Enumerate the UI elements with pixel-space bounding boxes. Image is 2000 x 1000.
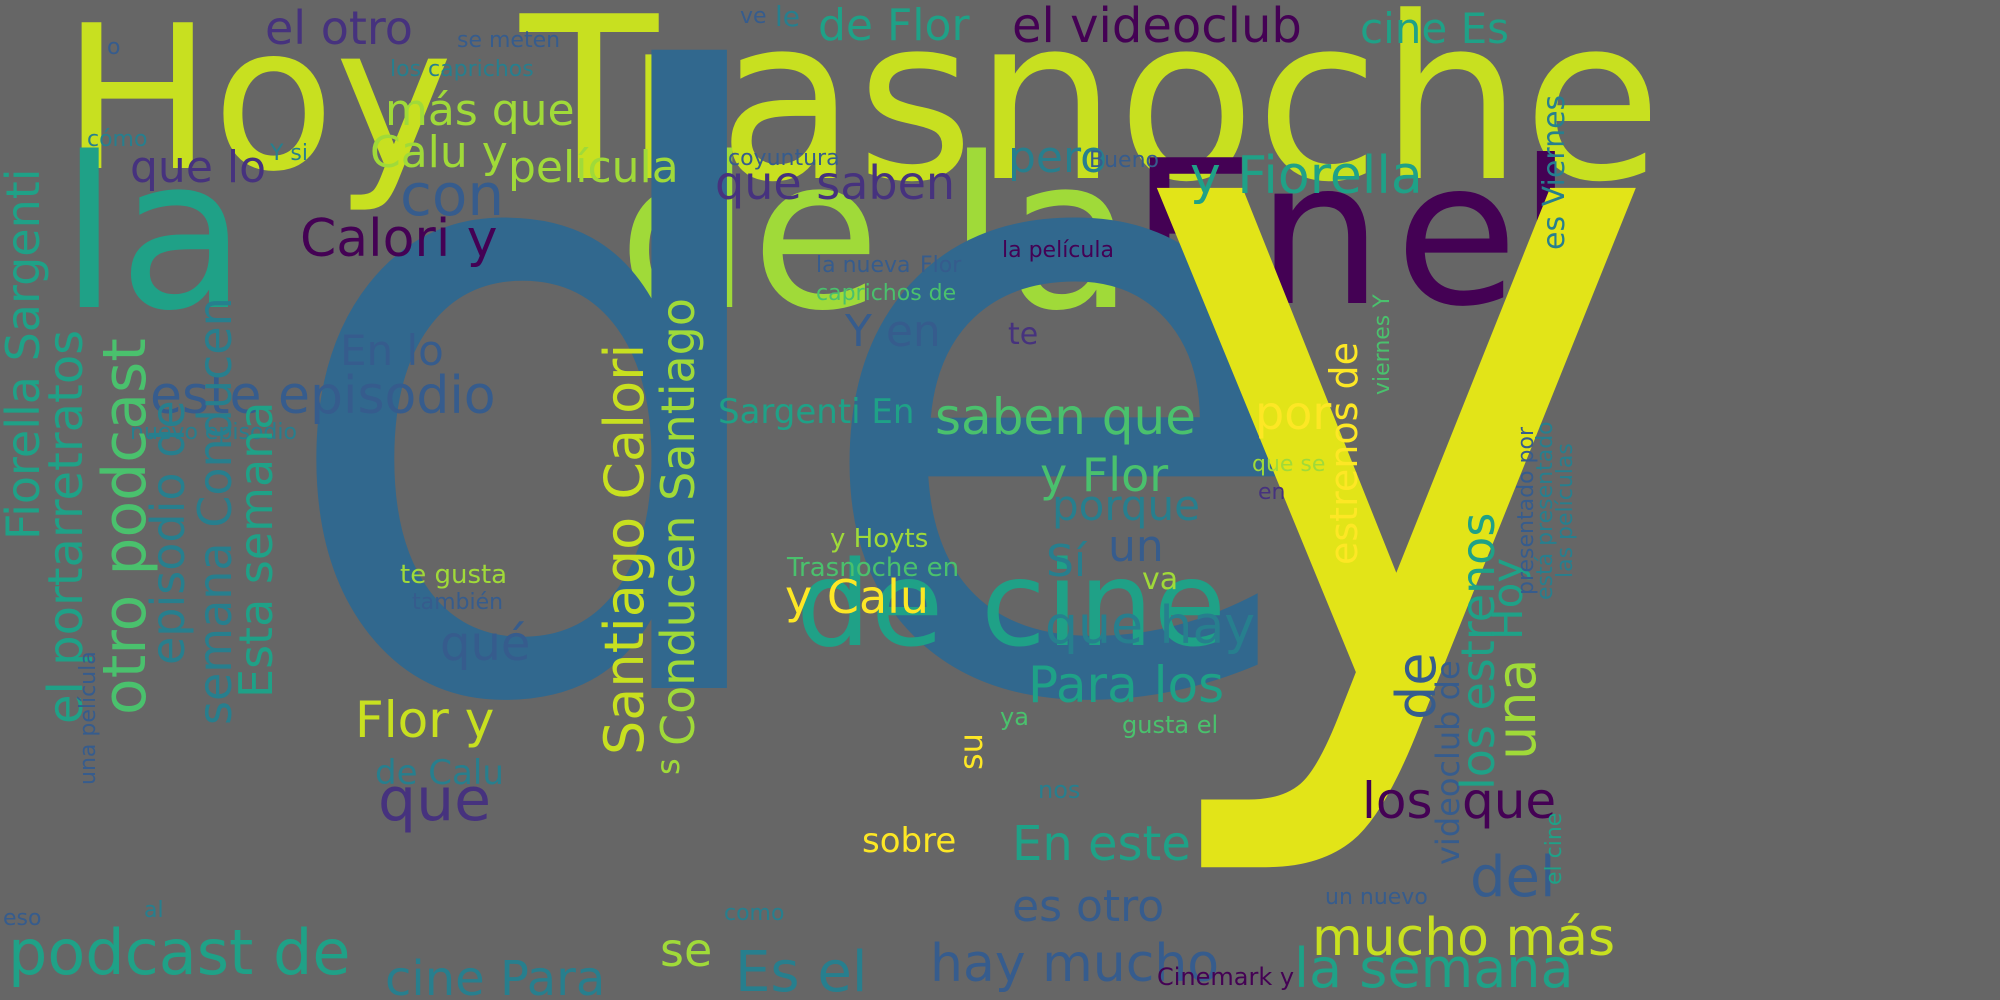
- word: un nuevo: [1325, 885, 1428, 910]
- word: saben que: [935, 388, 1196, 446]
- word: el videoclub: [1012, 0, 1302, 54]
- word-vertical: el cine: [1542, 812, 1567, 885]
- word-vertical: una: [1485, 658, 1548, 760]
- word: que saben: [715, 156, 956, 210]
- word: Sí: [1046, 536, 1087, 587]
- word: y Fiorella: [1190, 146, 1423, 206]
- word: eso: [3, 906, 42, 931]
- word: la semana: [1294, 937, 1574, 1000]
- word-de-la: de la: [618, 112, 1135, 357]
- word: del: [1470, 845, 1556, 910]
- word: cómo: [87, 127, 148, 152]
- word-la: la: [60, 112, 248, 357]
- word-vertical: episodio de: [141, 400, 195, 665]
- word: los: [1362, 772, 1433, 830]
- word: al: [144, 898, 164, 923]
- word: película: [508, 142, 679, 193]
- word: hay mucho: [930, 934, 1220, 994]
- word: también: [412, 590, 504, 615]
- word: te: [1008, 317, 1039, 352]
- word: cine Para: [385, 951, 606, 1000]
- word: por: [1255, 386, 1332, 440]
- word: se meten: [457, 28, 561, 53]
- word-el: el: [1395, 118, 1574, 351]
- word: te gusta: [400, 560, 508, 590]
- word: como: [724, 901, 785, 926]
- word: Para los: [1028, 656, 1225, 714]
- word: con: [400, 161, 505, 229]
- word: que lo: [130, 142, 267, 193]
- word: podcast de: [8, 916, 351, 989]
- word: Sargenti En: [718, 392, 915, 432]
- word: Flor: [920, 253, 962, 278]
- word: en: [1258, 480, 1286, 505]
- word: más que: [385, 85, 575, 136]
- word: y Calu: [785, 570, 930, 624]
- word: porque: [1052, 481, 1201, 530]
- word: En este: [1012, 816, 1191, 872]
- word-vertical: es Viernes: [1537, 94, 1572, 250]
- word: los caprichos: [390, 57, 534, 82]
- word: se: [660, 923, 713, 977]
- word-vertical: su: [952, 733, 990, 770]
- word: nos: [1038, 776, 1081, 804]
- word: caprichos de: [816, 281, 957, 306]
- word-vertical: Santiago Calori: [593, 343, 656, 755]
- word-vertical: viernes Y: [1370, 294, 1395, 395]
- word-vertical: estrenos de: [1322, 342, 1366, 565]
- word: que hay: [1045, 596, 1256, 656]
- word: el otro: [265, 1, 413, 55]
- word: le: [775, 0, 801, 33]
- word: de Calu: [375, 753, 504, 793]
- word: Es el: [735, 940, 868, 1000]
- word: Flor y: [355, 691, 495, 749]
- word: gusta el: [1122, 711, 1219, 739]
- word: va: [1142, 562, 1179, 597]
- word-vertical: una película: [76, 651, 101, 785]
- word: ya: [1000, 703, 1029, 731]
- word: Y si: [270, 141, 309, 166]
- word-hoy: Hoy: [62, 0, 454, 216]
- word-vertical: Esta semana: [229, 401, 283, 698]
- word-de-large: de: [270, 0, 1320, 887]
- word: qué: [440, 616, 531, 672]
- word: de Flor: [818, 0, 970, 51]
- word: sobre: [862, 821, 957, 861]
- word: la nueva: [816, 253, 911, 278]
- word-trasnoche: Trasnoche: [520, 0, 1663, 232]
- word-de-cine: de cine: [796, 535, 1227, 673]
- word: y Flor: [1040, 448, 1169, 502]
- word: Calu y: [370, 127, 508, 178]
- word: nuevo episodio: [130, 420, 297, 445]
- word: este episodio: [150, 366, 496, 426]
- word: Cinemark y: [1157, 963, 1295, 991]
- word: la película: [1002, 238, 1114, 263]
- word: pero: [1008, 132, 1108, 183]
- word: En lo: [340, 326, 444, 375]
- word: ve: [740, 4, 767, 29]
- word: Bueno: [1089, 148, 1159, 173]
- word: que se: [1252, 452, 1326, 477]
- word-y-large: y: [1130, 0, 1663, 893]
- word: coyuntura: [728, 146, 840, 171]
- word-vertical: Conducen Santiago: [651, 297, 705, 746]
- word: un: [1108, 521, 1164, 572]
- word-vertical: s: [649, 758, 687, 775]
- word: Y en: [845, 306, 941, 357]
- word: es otro: [1012, 881, 1165, 932]
- word: o: [107, 35, 121, 60]
- word: Trasnoche en: [787, 553, 960, 583]
- word-en: En: [1130, 118, 1384, 351]
- word: y Hoyts: [830, 524, 929, 554]
- word: Calori y: [300, 209, 498, 269]
- word: que: [378, 765, 492, 835]
- word-vertical: las películas: [1553, 443, 1578, 578]
- word: cine Es: [1360, 4, 1509, 53]
- word: que: [1462, 772, 1557, 830]
- word: mucho más: [1312, 908, 1616, 968]
